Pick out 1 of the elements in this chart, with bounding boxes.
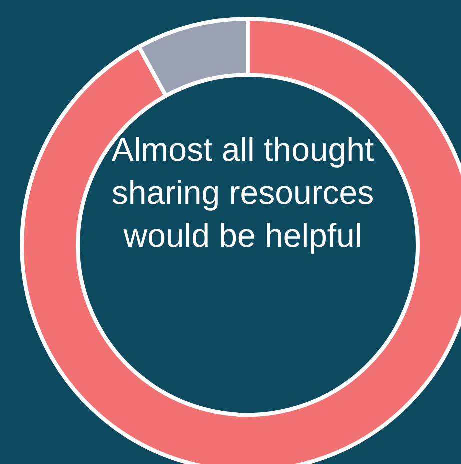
text: Almost all thought sharing resources would be helpful bbox=[110, 130, 376, 256]
